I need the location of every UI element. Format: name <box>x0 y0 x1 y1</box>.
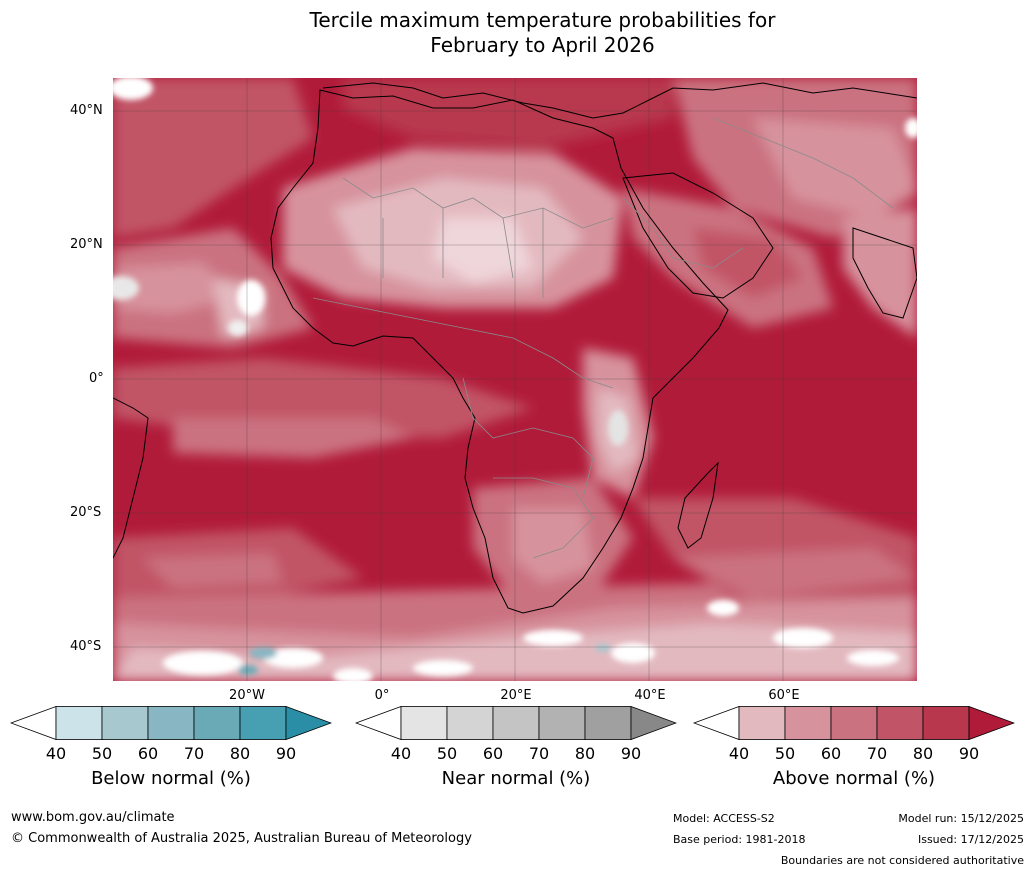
lat-label-equator: 0° <box>89 371 104 386</box>
colorbar-segment <box>101 706 149 740</box>
boundaries-disclaimer: Boundaries are not considered authoritat… <box>780 854 1024 867</box>
base-period: Base period: 1981-2018 <box>673 833 806 846</box>
lat-label-40s: 40°S <box>70 639 102 654</box>
probability-map <box>113 78 917 681</box>
legend-tick: 70 <box>528 744 550 763</box>
colorbar-segment <box>538 706 586 740</box>
colorbar-segment <box>147 706 195 740</box>
colorbar-segment <box>55 706 103 740</box>
low-probability-patches <box>113 78 917 681</box>
legend-tick: 40 <box>45 744 67 763</box>
legend-tick: 50 <box>774 744 796 763</box>
colorbar-extend-low <box>10 706 57 741</box>
colorbar-above-normal <box>693 706 1015 741</box>
colorbar-segment <box>446 706 494 740</box>
legend-title-above: Above normal (%) <box>772 768 936 789</box>
issued-date: Issued: 17/12/2025 <box>917 833 1024 846</box>
colorbar-extend-high <box>630 706 677 741</box>
colorbar-extend-low <box>355 706 402 741</box>
colorbar-segment <box>738 706 786 740</box>
lon-label-20w: 20°W <box>229 688 265 703</box>
map-svg <box>113 78 917 681</box>
colorbar-segment <box>239 706 287 740</box>
lon-label-40e: 40°E <box>634 688 666 703</box>
legend-tick: 50 <box>91 744 113 763</box>
legend-tick: 80 <box>574 744 596 763</box>
colorbar-segment <box>193 706 241 740</box>
legend-tick: 60 <box>482 744 504 763</box>
legend-below-normal <box>10 706 332 742</box>
lat-label-20s: 20°S <box>70 505 102 520</box>
legend-title-below: Below normal (%) <box>91 768 251 789</box>
legend-tick: 90 <box>275 744 297 763</box>
legend-near-normal <box>355 706 677 742</box>
legend-tick: 60 <box>137 744 159 763</box>
colorbar-below-normal <box>10 706 332 741</box>
legend-tick: 90 <box>958 744 980 763</box>
lon-label-0: 0° <box>374 688 390 703</box>
model-name: Model: ACCESS-S2 <box>673 812 775 825</box>
colorbar-segment <box>784 706 832 740</box>
lat-label-20n: 20°N <box>70 237 103 252</box>
legend-tick: 40 <box>728 744 750 763</box>
colorbar-segment <box>584 706 632 740</box>
legend-tick: 90 <box>620 744 642 763</box>
colorbar-segment <box>876 706 924 740</box>
legend-tick: 80 <box>912 744 934 763</box>
coastlines <box>113 82 917 614</box>
copyright-text: © Commonwealth of Australia 2025, Austra… <box>11 831 472 846</box>
graticule <box>113 78 917 681</box>
colorbar-near-normal <box>355 706 677 741</box>
colorbar-segment <box>830 706 878 740</box>
legend-tick: 60 <box>820 744 842 763</box>
legend-title-near: Near normal (%) <box>441 768 591 789</box>
legend-above-normal <box>693 706 1015 742</box>
legend-tick: 80 <box>229 744 251 763</box>
model-run-date: Model run: 15/12/2025 <box>898 812 1024 825</box>
legend-tick: 50 <box>436 744 458 763</box>
colorbar-extend-low <box>693 706 740 741</box>
title-line-1: Tercile maximum temperature probabilitie… <box>309 8 776 32</box>
chart-title: Tercile maximum temperature probabilitie… <box>0 8 1035 58</box>
legend-tick: 70 <box>183 744 205 763</box>
colorbar-segment <box>922 706 970 740</box>
lat-label-40n: 40°N <box>70 103 103 118</box>
colorbar-segment <box>492 706 540 740</box>
probability-shading <box>113 78 917 681</box>
legend-tick: 40 <box>390 744 412 763</box>
legend-tick: 70 <box>866 744 888 763</box>
colorbar-extend-high <box>968 706 1015 741</box>
colorbar-extend-high <box>285 706 332 741</box>
lon-label-60e: 60°E <box>768 688 800 703</box>
colorbar-segment <box>400 706 448 740</box>
title-line-2: February to April 2026 <box>430 33 655 57</box>
website-link[interactable]: www.bom.gov.au/climate <box>11 810 175 825</box>
country-borders <box>312 117 894 559</box>
lon-label-20e: 20°E <box>500 688 532 703</box>
